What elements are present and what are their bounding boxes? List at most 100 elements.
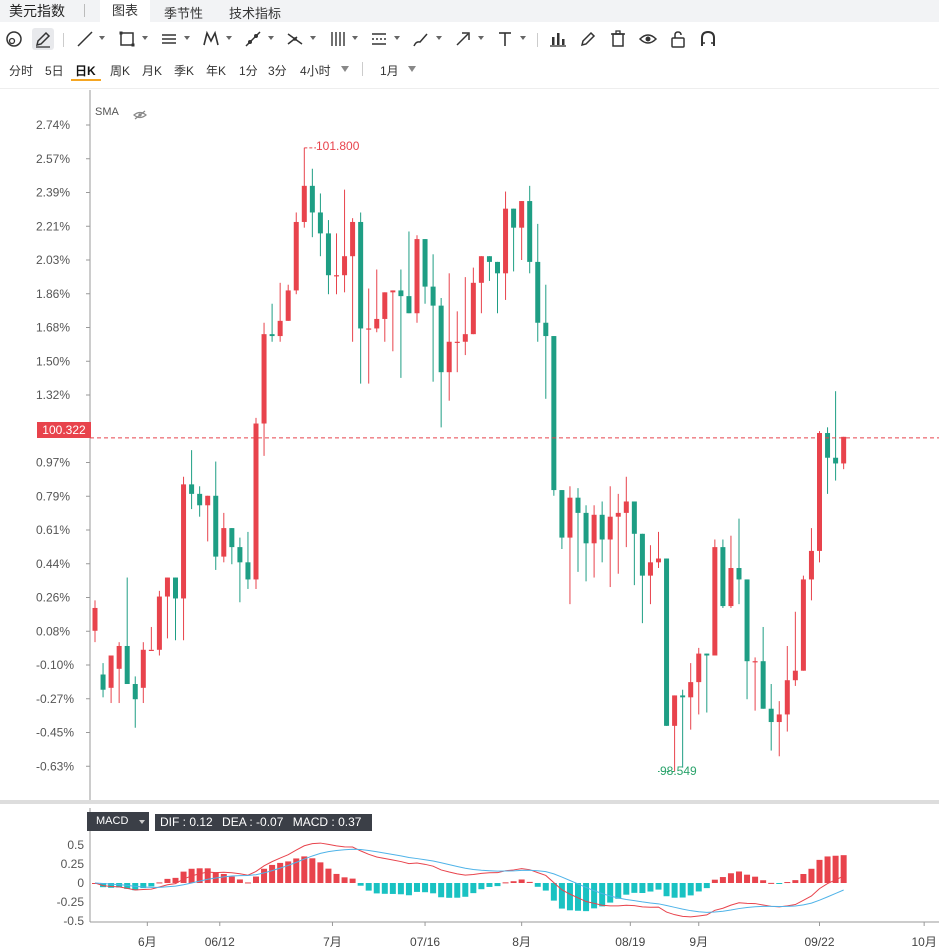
magnet-icon[interactable] <box>697 28 719 50</box>
current-price-tag: 100.322 <box>37 422 91 438</box>
line-icon[interactable] <box>74 28 96 50</box>
macd-dea-value: DEA : -0.07 <box>222 815 284 829</box>
macd-indicator-selector[interactable]: MACD <box>87 812 149 831</box>
chevron-down-icon[interactable] <box>478 36 484 40</box>
candle-body <box>607 516 613 540</box>
y-tick-label: 0.97% <box>36 456 70 470</box>
chevron-down-icon[interactable] <box>268 36 274 40</box>
macd-tick-label: 0.5 <box>67 838 84 852</box>
candle-body <box>229 528 235 548</box>
macd-histogram-bar <box>703 883 710 889</box>
chevron-down-icon[interactable] <box>394 36 400 40</box>
candle-body <box>366 328 372 330</box>
rectangle-icon[interactable] <box>116 28 138 50</box>
trash-icon[interactable] <box>607 28 629 50</box>
macd-histogram-bar <box>542 883 549 891</box>
candle-body <box>446 341 452 373</box>
candle-body <box>527 201 533 262</box>
candle-body <box>615 512 621 517</box>
candle-body <box>422 239 428 287</box>
period-weekly[interactable]: 周K <box>110 64 131 78</box>
macd-histogram-bar <box>389 883 396 894</box>
chevron-down-icon[interactable] <box>226 36 232 40</box>
sma-indicator-label[interactable]: SMA <box>95 106 119 118</box>
chevron-down-icon[interactable] <box>142 36 148 40</box>
chevron-down-icon[interactable] <box>310 36 316 40</box>
edit-icon[interactable] <box>577 28 599 50</box>
candle-body <box>800 579 806 671</box>
candle-body <box>712 547 718 656</box>
period-monthly[interactable]: 月K <box>142 64 163 78</box>
macd-histogram-bar <box>599 883 606 907</box>
period-3min[interactable]: 3分 <box>268 64 287 78</box>
candle-body <box>704 653 710 656</box>
period-5day[interactable]: 5日 <box>45 64 64 78</box>
horizontal-lines-icon[interactable] <box>158 28 180 50</box>
y-tick-label: 1.86% <box>36 287 70 301</box>
eye-icon[interactable] <box>637 28 659 50</box>
macd-histogram-bar <box>309 858 316 883</box>
macd-histogram-bar <box>261 868 268 883</box>
candle-body <box>792 670 798 681</box>
tab-chart[interactable]: 图表 <box>100 0 151 22</box>
candle-body <box>398 290 404 297</box>
chart-settings-icon[interactable] <box>547 28 569 50</box>
text-icon[interactable] <box>494 28 516 50</box>
macd-histogram-bar <box>494 883 501 887</box>
active-period-underline <box>71 79 101 81</box>
candle-body <box>213 495 219 557</box>
top-bar: 美元指数 图表 季节性 技术指标 <box>0 0 939 22</box>
pencil-icon[interactable] <box>32 28 54 50</box>
chevron-down-icon[interactable] <box>352 36 358 40</box>
macd-dif-value: DIF : 0.12 <box>160 815 213 829</box>
candle-body <box>189 484 195 494</box>
macd-histogram-bar <box>752 876 759 883</box>
period-more-dropdown[interactable] <box>341 66 349 72</box>
pattern-icon[interactable] <box>200 28 222 50</box>
unlock-icon[interactable] <box>667 28 689 50</box>
candle-body <box>245 562 251 580</box>
candle-body <box>173 577 178 599</box>
macd-histogram-bar <box>333 873 340 883</box>
arrow-icon[interactable] <box>452 28 474 50</box>
tab-indicators[interactable]: 技术指标 <box>229 6 282 21</box>
macd-histogram-bar <box>719 877 726 883</box>
brush-icon[interactable] <box>410 28 432 50</box>
macd-histogram-bar <box>478 883 485 890</box>
period-intraday[interactable]: 分时 <box>9 64 34 78</box>
gann-icon[interactable] <box>326 28 348 50</box>
candle-body <box>696 653 702 683</box>
y-tick-label: -0.45% <box>36 726 74 740</box>
chart-area[interactable]: 2.74% 2.57% 2.39% 2.21% 2.03% 1.86% 1.68% 1.50%… <box>0 90 939 947</box>
cursor-tool-icon[interactable] <box>3 28 25 50</box>
chevron-down-icon[interactable] <box>184 36 190 40</box>
x-axis-ticks: 6月 06/12 7月 07/16 8月 08/19 9月 09/22 10月 <box>90 921 939 947</box>
period-daily[interactable]: 日K <box>75 64 96 78</box>
period-1min[interactable]: 1分 <box>239 64 258 78</box>
channel-icon[interactable] <box>368 28 390 50</box>
period-quarterly[interactable]: 季K <box>174 64 195 78</box>
candle-body <box>438 305 444 373</box>
period-bar: 分时 5日 日K 周K 月K 季K 年K 1分 3分 4小时 1月 <box>0 54 939 89</box>
candle-body <box>334 275 339 277</box>
chevron-down-icon[interactable] <box>520 36 526 40</box>
macd-histogram-bar <box>566 883 573 911</box>
fib-icon[interactable] <box>284 28 306 50</box>
candle-body <box>760 661 766 709</box>
macd-histogram-bar <box>454 883 461 898</box>
macd-histogram-bar <box>711 879 718 883</box>
period-4hour[interactable]: 4小时 <box>300 64 331 78</box>
chevron-down-icon[interactable] <box>436 36 442 40</box>
candle-body <box>647 562 653 576</box>
macd-histogram-bar <box>518 879 525 883</box>
range-selector[interactable]: 1月 <box>380 64 399 78</box>
candle-body <box>237 547 243 563</box>
trend-icon[interactable] <box>242 28 264 50</box>
chevron-down-icon[interactable] <box>99 36 105 40</box>
range-dropdown-icon[interactable] <box>408 66 416 72</box>
hide-indicator-icon[interactable] <box>133 107 147 125</box>
period-yearly[interactable]: 年K <box>206 64 227 78</box>
macd-histogram-bar <box>671 883 678 898</box>
tab-seasonality[interactable]: 季节性 <box>164 6 204 21</box>
candle-body <box>825 433 831 458</box>
